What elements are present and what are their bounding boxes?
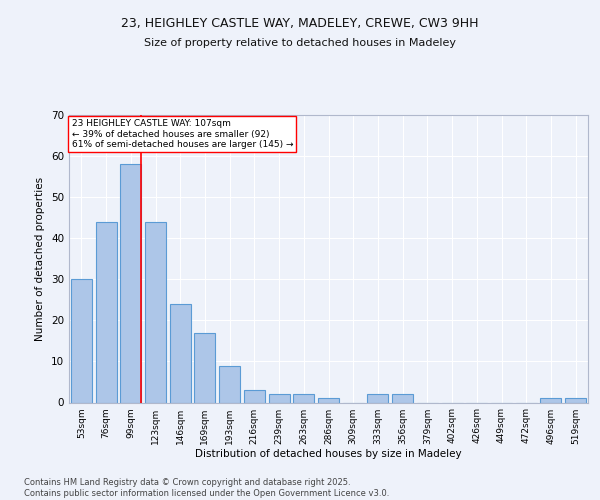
Bar	[244, 390, 265, 402]
Bar	[145, 222, 166, 402]
Text: Contains HM Land Registry data © Crown copyright and database right 2025.
Contai: Contains HM Land Registry data © Crown c…	[24, 478, 389, 498]
X-axis label: Distribution of detached houses by size in Madeley: Distribution of detached houses by size …	[195, 450, 462, 460]
Text: Size of property relative to detached houses in Madeley: Size of property relative to detached ho…	[144, 38, 456, 48]
Bar	[318, 398, 339, 402]
Text: 23, HEIGHLEY CASTLE WAY, MADELEY, CREWE, CW3 9HH: 23, HEIGHLEY CASTLE WAY, MADELEY, CREWE,…	[121, 18, 479, 30]
Bar	[219, 366, 240, 403]
Bar	[170, 304, 191, 402]
Bar	[120, 164, 141, 402]
Y-axis label: Number of detached properties: Number of detached properties	[35, 176, 46, 341]
Bar	[269, 394, 290, 402]
Bar	[367, 394, 388, 402]
Bar	[95, 222, 116, 402]
Bar	[392, 394, 413, 402]
Bar	[293, 394, 314, 402]
Bar	[565, 398, 586, 402]
Bar	[194, 332, 215, 402]
Text: 23 HEIGHLEY CASTLE WAY: 107sqm
← 39% of detached houses are smaller (92)
61% of : 23 HEIGHLEY CASTLE WAY: 107sqm ← 39% of …	[71, 120, 293, 149]
Bar	[541, 398, 562, 402]
Bar	[71, 280, 92, 402]
